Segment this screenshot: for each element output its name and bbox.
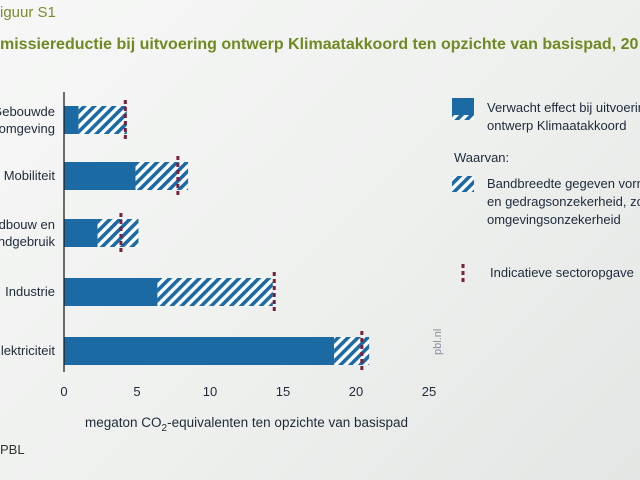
bar-expected-industrie bbox=[64, 278, 158, 306]
category-label-lektriciteit: lektriciteit bbox=[1, 343, 56, 358]
legend-range-line3: omgevingsonzekerheid bbox=[487, 212, 621, 227]
legend-indicative: Indicatieve sectoropgave bbox=[490, 265, 634, 280]
watermark: pbl.nl bbox=[432, 329, 444, 355]
x-tick-label: 5 bbox=[133, 384, 140, 399]
legend-expected-line1: Verwacht effect bij uitvoerin bbox=[487, 100, 640, 115]
bars-layer bbox=[64, 100, 370, 371]
x-tick-label: 25 bbox=[422, 384, 436, 399]
category-label-gebouwde-omgeving: Gebouwde bbox=[0, 104, 55, 119]
bar-range-gebouwde-omgeving bbox=[78, 106, 127, 134]
figure-label: iguur S1 bbox=[0, 4, 56, 21]
x-tick-label: 10 bbox=[203, 384, 217, 399]
category-label-mobiliteit: Mobiliteit bbox=[4, 168, 56, 183]
bar-range-lektriciteit bbox=[334, 337, 370, 365]
x-tick-label: 20 bbox=[349, 384, 363, 399]
legend-swatch-expected-hatch bbox=[452, 115, 474, 120]
category-label-industrie: Industrie bbox=[5, 284, 55, 299]
legend-range-line2: en gedragsonzekerheid, zo bbox=[487, 194, 640, 209]
bar-expected-andbouw-en-andgebruik bbox=[64, 219, 98, 247]
legend-of-which: Waarvan: bbox=[454, 150, 509, 165]
legend-swatch-expected bbox=[452, 98, 474, 115]
bar-expected-gebouwde-omgeving bbox=[64, 106, 79, 134]
bar-expected-lektriciteit bbox=[64, 337, 335, 365]
axis-layer: Gebouwde omgeving Mobiliteit andbouw en andg… bbox=[0, 92, 436, 434]
bar-range-andbouw-en-andgebruik bbox=[97, 219, 139, 247]
category-label-andbouw-en-andgebruik: andgebruik bbox=[0, 234, 55, 249]
x-tick-label: 15 bbox=[276, 384, 290, 399]
legend-swatch-range bbox=[452, 176, 474, 192]
chart-title: missiereductie bij uitvoering ontwerp Kl… bbox=[0, 36, 639, 53]
x-tick-label: 0 bbox=[60, 384, 67, 399]
legend: Verwacht effect bij uitvoerin ontwerp Kl… bbox=[452, 98, 640, 282]
legend-range-line1: Bandbreedte gegeven vorm bbox=[487, 176, 640, 191]
source-label: PBL bbox=[0, 442, 25, 457]
category-label-gebouwde-omgeving: omgeving bbox=[0, 121, 55, 136]
category-label-andbouw-en-andgebruik: andbouw en bbox=[0, 217, 55, 232]
legend-expected-line2: ontwerp Klimaatakkoord bbox=[487, 118, 626, 133]
bar-expected-mobiliteit bbox=[64, 162, 136, 190]
x-axis-label: megaton CO2-equivalenten ten opzichte va… bbox=[85, 415, 408, 434]
bar-range-industrie bbox=[157, 278, 273, 306]
bar-range-mobiliteit bbox=[135, 162, 189, 190]
